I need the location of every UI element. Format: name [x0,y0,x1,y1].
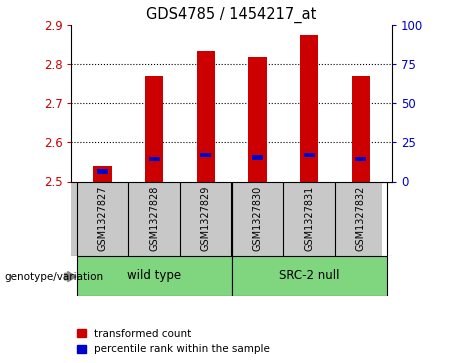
Bar [201,152,211,157]
Text: GSM1327827: GSM1327827 [97,186,107,252]
Bar [300,35,318,182]
Bar [248,57,266,182]
Legend: transformed count, percentile rank within the sample: transformed count, percentile rank withi… [77,329,270,354]
Bar [77,256,231,296]
Bar [304,152,314,157]
Bar [149,156,160,161]
Text: wild type: wild type [127,269,181,282]
Bar [197,51,215,182]
Bar [252,155,263,160]
Bar [352,76,370,182]
Bar [97,170,108,174]
Bar [145,76,163,182]
Bar [355,156,366,161]
Text: GSM1327829: GSM1327829 [201,186,211,252]
Text: genotype/variation: genotype/variation [5,272,104,282]
Text: GSM1327831: GSM1327831 [304,186,314,251]
Bar [94,166,112,182]
Title: GDS4785 / 1454217_at: GDS4785 / 1454217_at [147,7,317,23]
Text: GSM1327832: GSM1327832 [356,186,366,252]
Text: GSM1327828: GSM1327828 [149,186,159,252]
Text: SRC-2 null: SRC-2 null [279,269,339,282]
Text: GSM1327830: GSM1327830 [253,186,262,251]
Bar [231,256,387,296]
